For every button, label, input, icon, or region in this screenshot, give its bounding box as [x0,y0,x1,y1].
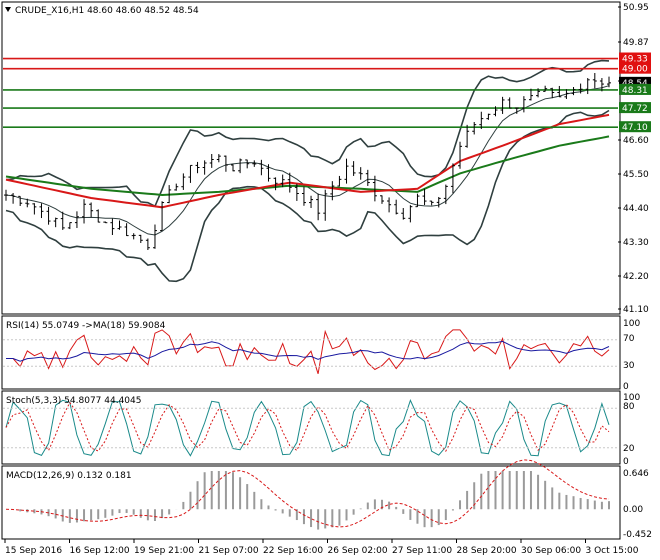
rsi-tick-label: 100 [623,319,640,329]
x-tick-label: 15 Sep 2016 [5,546,62,556]
price-tag-red [619,62,651,74]
x-tick-label: 28 Sep 20:00 [457,546,517,556]
stoch-panel-frame [1,390,621,465]
x-tick-label: 27 Sep 11:00 [392,546,452,556]
rsi-tick-label: 70 [623,334,635,344]
bollinger-lower [5,109,610,283]
price-tag-current [619,76,651,88]
stoch-header: Stoch(5,3,3) 54.8077 44.4045 [6,396,141,406]
y-tick-label: 50.95 [623,3,649,13]
y-tick-label: 42.20 [623,272,649,282]
price-tag-label: 48.54 [622,79,648,89]
macd-panel-frame [1,465,621,540]
rsi-panel-frame [1,315,621,390]
stoch-tick-label: 0 [623,457,629,467]
y-tick-label: 45.50 [623,170,649,180]
price-tag-label: 49.00 [622,65,648,75]
macd-tick-label: -0.452 [623,530,652,540]
stoch-signal-line [5,401,610,452]
stoch-tick-label: 20 [623,444,635,454]
macd-tick-label: 0.00 [623,505,643,515]
x-tick-label: 16 Sep 12:00 [70,546,130,556]
macd-signal-line [5,459,610,528]
x-tick-label: 22 Sep 16:00 [263,546,323,556]
x-tick-label: 3 Oct 15:00 [586,546,639,556]
price-tag-green [619,102,651,114]
chart-menu-icon[interactable] [5,7,11,12]
rsi-header: RSI(14) 55.0749 ->MA(18) 59.9084 [6,321,166,331]
rsi-ma-line [6,340,610,362]
moving-average-green [5,135,610,197]
macd-header: MACD(12,26,9) 0.132 0.181 [6,471,132,481]
y-tick-label: 43.30 [623,238,649,248]
stoch-tick-label: 100 [623,393,640,403]
rsi-tick-label: 0 [623,382,629,392]
stoch-tick-label: 80 [623,402,635,412]
price-tag-label: 48.31 [622,86,648,96]
y-tick-label: 44.40 [623,204,649,214]
rsi-line [6,329,610,374]
symbol-header: CRUDE_X16,H1 48.60 48.60 48.52 48.54 [15,6,199,16]
price-tag-label: 49.33 [622,55,648,65]
bollinger-upper [5,59,610,208]
x-tick-label: 30 Sep 06:00 [521,546,581,556]
macd-tick-label: 0.646 [623,469,649,479]
y-tick-label: 46.60 [623,136,649,146]
price-tag-label: 47.10 [622,123,648,133]
moving-average-red [5,113,610,209]
rsi-tick-label: 30 [623,361,635,371]
y-tick-label: 41.10 [623,305,649,315]
price-tag-green [619,83,651,95]
price-tag-green [619,121,651,133]
x-tick-label: 26 Sep 02:00 [328,546,388,556]
x-tick-label: 19 Sep 21:00 [134,546,194,556]
main-panel-frame [1,1,621,315]
stoch-main-line [5,399,610,457]
price-tag-label: 47.72 [622,104,648,114]
y-tick-label: 49.87 [623,38,649,48]
x-tick-label: 21 Sep 07:00 [199,546,259,556]
price-tag-red [619,52,651,64]
